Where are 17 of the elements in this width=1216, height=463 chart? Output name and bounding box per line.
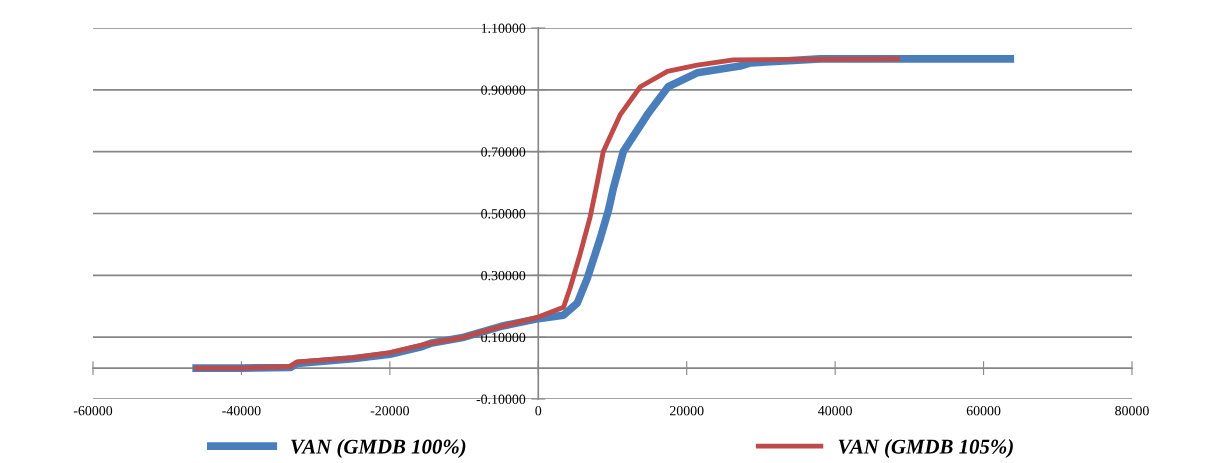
x-tick-label: -60000	[73, 405, 113, 416]
x-tick-label: 40000	[818, 405, 852, 416]
legend-label: VAN (GMDB 100%)	[291, 439, 466, 458]
x-tick-label: 0	[535, 405, 542, 416]
y-tick-label: -0.10000	[476, 394, 526, 405]
y-tick-label: 0.90000	[481, 85, 526, 95]
x-tick-label: 60000	[966, 405, 1001, 416]
y-tick-label: 0.50000	[481, 209, 526, 219]
legend-label: VAN (GMDB 105%)	[838, 439, 1013, 458]
x-tick-label: -20000	[370, 405, 409, 416]
y-tick-label: 1.10000	[481, 23, 526, 34]
x-tick-label: 80000	[1115, 405, 1149, 416]
y-tick-label: 0.10000	[481, 332, 526, 343]
x-tick-label: -40000	[222, 405, 261, 416]
y-tick-label: 0.30000	[481, 270, 526, 281]
x-tick-label: 20000	[669, 405, 704, 416]
y-tick-label: 0.70000	[481, 147, 526, 157]
